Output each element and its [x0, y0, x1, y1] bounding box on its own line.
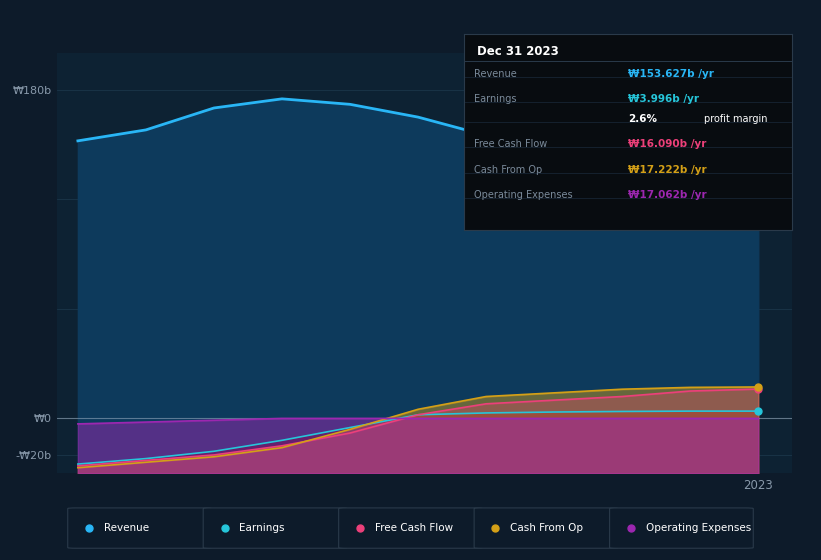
Text: ₩153.627b /yr: ₩153.627b /yr: [628, 69, 714, 79]
Text: Revenue: Revenue: [103, 523, 149, 533]
Text: Earnings: Earnings: [474, 95, 516, 104]
FancyBboxPatch shape: [203, 508, 346, 548]
Text: Cash From Op: Cash From Op: [510, 523, 583, 533]
Text: 2.6%: 2.6%: [628, 114, 657, 124]
Text: Revenue: Revenue: [474, 69, 516, 79]
Text: ₩16.090b /yr: ₩16.090b /yr: [628, 139, 706, 150]
FancyBboxPatch shape: [67, 508, 212, 548]
Text: Operating Expenses: Operating Expenses: [646, 523, 751, 533]
Text: Cash From Op: Cash From Op: [474, 165, 542, 175]
Text: Operating Expenses: Operating Expenses: [474, 190, 572, 200]
Text: Free Cash Flow: Free Cash Flow: [474, 139, 547, 150]
Text: ₩17.062b /yr: ₩17.062b /yr: [628, 190, 707, 200]
Text: ₩3.996b /yr: ₩3.996b /yr: [628, 95, 699, 104]
Text: Dec 31 2023: Dec 31 2023: [477, 45, 559, 58]
FancyBboxPatch shape: [609, 508, 754, 548]
FancyBboxPatch shape: [338, 508, 482, 548]
FancyBboxPatch shape: [475, 508, 617, 548]
Text: Free Cash Flow: Free Cash Flow: [374, 523, 453, 533]
Text: ₩17.222b /yr: ₩17.222b /yr: [628, 165, 707, 175]
Text: Earnings: Earnings: [240, 523, 285, 533]
Text: profit margin: profit margin: [704, 114, 767, 124]
